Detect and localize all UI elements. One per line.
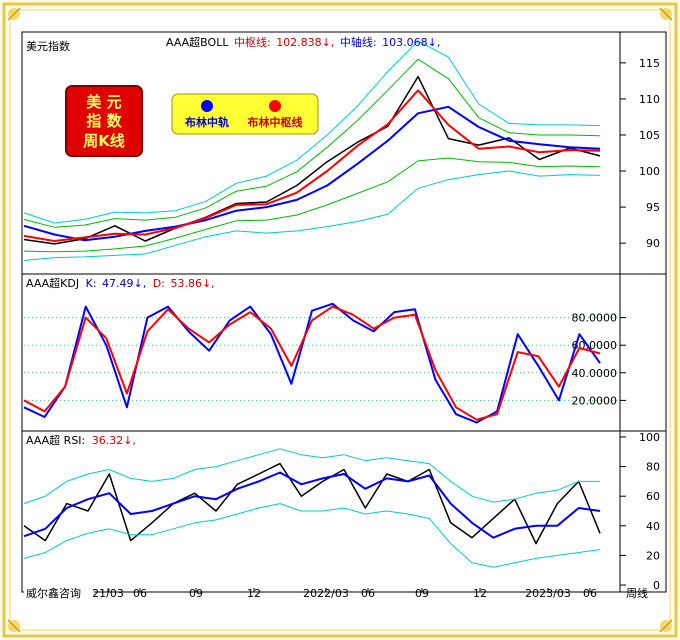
rsi-prefix: AAA超 RSI:: [26, 433, 85, 447]
y-tick-label: 20: [646, 549, 660, 562]
series-line-upper_outer-0-3: [23, 40, 601, 224]
y-tick-label: 100: [639, 165, 660, 178]
x-tick-label: 2022/03: [303, 587, 349, 600]
series-line-upper_inner-0-4: [23, 58, 601, 228]
series-line--0-1: [23, 105, 601, 242]
kdj-k-value: 47.49↓,: [102, 277, 146, 290]
boll-mid-value: 102.838↓,: [276, 36, 334, 49]
kdj-prefix: AAA超KDJ: [26, 276, 79, 290]
corner-ornament-tl: [7, 7, 21, 21]
series-line-lower_inner-0-5: [23, 157, 601, 253]
y-tick-label: 60: [646, 490, 660, 503]
y-tick-label: 40.0000: [572, 367, 618, 380]
x-tick-label: 06: [133, 587, 147, 600]
price-title: 美元指数: [26, 39, 70, 53]
rsi-header: AAA超 RSI: 36.32↓,: [26, 433, 136, 447]
kdj-header: AAA超KDJ K: 47.49↓, D: 53.86↓,: [26, 276, 215, 290]
title-badge: 美 元 指 数 周K线: [65, 85, 143, 157]
y-tick-label: 80.0000: [572, 312, 618, 325]
y-tick-label: 115: [639, 57, 660, 70]
boll-prefix: AAA超BOLL: [166, 35, 229, 49]
x-tick-label: 09: [415, 587, 429, 600]
series-line-RSI-2-0: [23, 462, 601, 545]
series-line--0-2: [23, 89, 601, 242]
badge-line-2: 指 数: [86, 112, 122, 130]
x-tick-label: 06: [583, 587, 597, 600]
y-tick-label: 80: [646, 461, 660, 474]
x-tick-label: 06: [361, 587, 375, 600]
y-tick-label: 90: [646, 237, 660, 250]
boll-axis-label: 中轴线:: [340, 35, 377, 49]
x-tick-label: 21/03: [92, 587, 124, 600]
rsi-panel: 0 20 40 60 80 100: [23, 431, 660, 592]
legend-dot-blue: [201, 100, 213, 112]
footer-text: 威尔鑫咨询: [26, 586, 81, 600]
kdj-k-label: K:: [86, 277, 97, 290]
kdj-d-label: D:: [153, 277, 165, 290]
boll-mid-label: 中枢线:: [234, 35, 271, 49]
y-tick-label: 100: [639, 431, 660, 444]
boll-header: AAA超BOLL 中枢线: 102.838↓, 中轴线: 103.068↓,: [166, 35, 440, 49]
footer-bg: [24, 586, 94, 600]
boll-axis-value: 103.068↓,: [382, 36, 440, 49]
y-tick-label: 95: [646, 201, 660, 214]
x-axis: 21/03 06 09 12 2022/03 06 09 12 2023/03 06: [92, 587, 597, 600]
y-tick-label: 20.0000: [572, 394, 618, 407]
y-tick-label: 0: [653, 579, 660, 592]
legend-label-mid: 布林中轨: [185, 115, 229, 129]
corner-ornament-tr: [659, 7, 673, 21]
x-tick-label: 2023/03: [525, 587, 571, 600]
series-line-D-1-1: [23, 305, 601, 421]
y-tick-label: 40: [646, 520, 660, 533]
series-line-band_upper-2-2: [23, 448, 600, 505]
series-line-lower_outer-0-6: [23, 170, 601, 261]
badge-line-1: 美 元: [86, 93, 121, 111]
series-line-K-1-0: [23, 302, 601, 424]
badge-line-3: 周K线: [83, 132, 125, 150]
legend-label-pivot: 布林中枢线: [248, 115, 303, 129]
corner-ornament-bl: [7, 619, 21, 633]
series-line-band_lower-2-3: [23, 503, 601, 568]
kdj-d-value: 53.86↓,: [170, 277, 214, 290]
y-tick-label: 110: [639, 93, 660, 106]
x-tick-label: 12: [473, 587, 487, 600]
legend-dot-red: [269, 100, 281, 112]
legend-box: 布林中轨 布林中枢线: [171, 93, 319, 135]
y-tick-label: 105: [639, 129, 660, 142]
corner-ornament-br: [659, 619, 673, 633]
period-label: 周线: [626, 586, 648, 600]
x-tick-label: 09: [189, 587, 203, 600]
series-line-RSI_MA-2-1: [23, 471, 601, 539]
plot-border: [21, 31, 667, 593]
rsi-value: 36.32↓,: [92, 434, 136, 447]
x-tick-label: 12: [247, 587, 261, 600]
price-panel: 90 95 100 105 110 115: [23, 40, 660, 261]
